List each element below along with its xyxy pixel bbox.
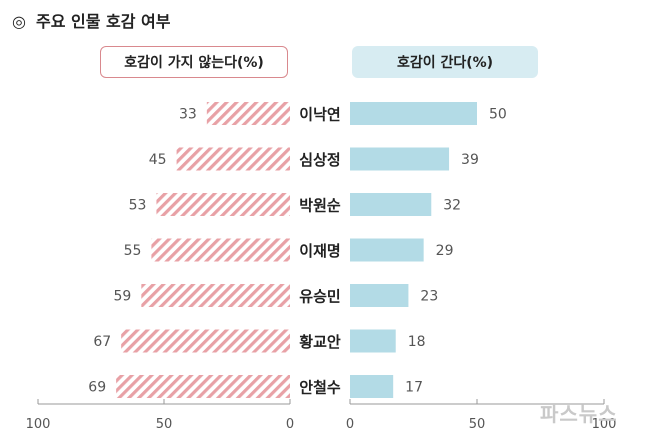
value-label-positive-0: 50 xyxy=(489,107,507,123)
bar-positive-4 xyxy=(350,284,409,307)
bar-positive-3 xyxy=(350,238,424,262)
bar-negative-1 xyxy=(176,147,290,171)
header-positive: 호감이 간다(%) xyxy=(352,46,538,78)
bar-negative-3 xyxy=(151,238,290,262)
category-label-3: 이재명 xyxy=(299,242,340,260)
value-label-negative-3: 55 xyxy=(124,243,142,259)
value-label-negative-5: 67 xyxy=(93,334,111,350)
chart-title: ◎ 주요 인물 호감 여부 xyxy=(12,8,170,32)
bar-positive-2 xyxy=(350,193,432,216)
value-label-positive-1: 39 xyxy=(461,152,479,168)
category-label-0: 이낙연 xyxy=(299,106,340,124)
bar-negative-4 xyxy=(141,284,290,307)
tick-label-negative-2: 0 xyxy=(286,417,294,432)
category-label-1: 심상정 xyxy=(299,151,340,169)
title-mark: ◎ xyxy=(12,12,26,31)
value-label-negative-6: 69 xyxy=(88,380,106,396)
bar-positive-6 xyxy=(350,375,394,398)
tick-label-negative-1: 50 xyxy=(156,417,173,432)
bar-negative-2 xyxy=(156,193,290,216)
value-label-positive-4: 23 xyxy=(420,289,438,305)
bar-positive-0 xyxy=(350,102,477,125)
category-label-2: 박원순 xyxy=(299,197,341,215)
value-label-negative-2: 53 xyxy=(129,198,147,214)
tick-label-positive-1: 50 xyxy=(469,417,486,432)
title-text: 주요 인물 호감 여부 xyxy=(35,12,171,31)
bar-negative-5 xyxy=(121,329,290,353)
bar-negative-0 xyxy=(206,102,290,125)
value-label-negative-0: 33 xyxy=(179,107,197,123)
value-label-positive-5: 18 xyxy=(408,334,426,350)
value-label-negative-4: 59 xyxy=(113,289,131,305)
bar-positive-5 xyxy=(350,329,396,353)
value-label-negative-1: 45 xyxy=(149,152,167,168)
value-label-positive-3: 29 xyxy=(436,243,454,259)
bar-positive-1 xyxy=(350,147,450,171)
tick-label-positive-0: 0 xyxy=(346,417,354,432)
value-label-positive-2: 32 xyxy=(443,198,461,214)
category-label-6: 안철수 xyxy=(299,379,341,397)
header-negative: 호감이 가지 않는다(%) xyxy=(100,46,288,78)
watermark: 파스뉴스 xyxy=(540,402,618,426)
category-label-5: 황교안 xyxy=(299,333,341,351)
bar-negative-6 xyxy=(116,375,291,398)
tick-label-negative-0: 100 xyxy=(26,417,51,432)
value-label-positive-6: 17 xyxy=(405,380,423,396)
tick-label-positive-2: 100 xyxy=(592,417,617,432)
category-label-4: 유승민 xyxy=(299,288,340,306)
